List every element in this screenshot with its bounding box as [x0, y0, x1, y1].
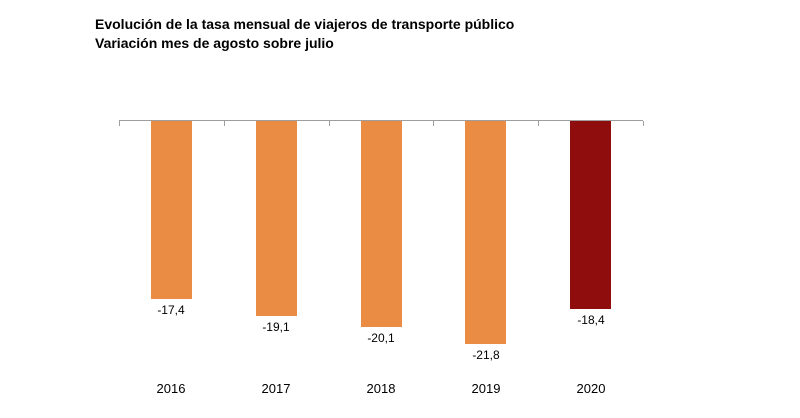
bar-2016	[151, 121, 192, 299]
axis-tick	[119, 121, 120, 126]
axis-tick	[329, 121, 330, 126]
category-label-2017: 2017	[261, 381, 291, 396]
category-label-2019: 2019	[471, 381, 501, 396]
axis-tick	[224, 121, 225, 126]
axis-tick	[538, 121, 539, 126]
value-label-2016: -17,4	[157, 303, 185, 317]
axis-tick	[643, 121, 644, 126]
category-label-2020: 2020	[576, 381, 606, 396]
x-axis-baseline	[119, 120, 643, 121]
value-label-2017: -19,1	[262, 320, 290, 334]
chart-title-line2: Variación mes de agosto sobre julio	[95, 35, 334, 51]
value-label-2019: -21,8	[472, 348, 500, 362]
chart-title-line1: Evolución de la tasa mensual de viajeros…	[95, 16, 515, 32]
bar-2017	[256, 121, 297, 316]
category-label-2018: 2018	[366, 381, 396, 396]
value-label-2018: -20,1	[367, 331, 395, 345]
value-label-2020: -18,4	[577, 313, 605, 327]
bar-2018	[361, 121, 402, 327]
bar-2019	[465, 121, 506, 344]
chart-title: Evolución de la tasa mensual de viajeros…	[95, 15, 514, 53]
axis-tick	[433, 121, 434, 126]
category-label-2016: 2016	[156, 381, 186, 396]
bar-2020	[570, 121, 611, 309]
